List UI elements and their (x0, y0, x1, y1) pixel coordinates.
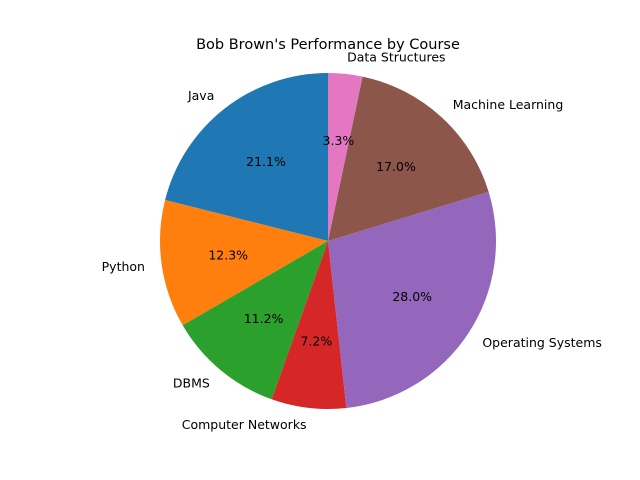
slice-label: Java (187, 88, 214, 103)
slice-label: DBMS (173, 376, 210, 391)
percent-label: 7.2% (300, 334, 332, 349)
percent-label: 17.0% (376, 159, 416, 174)
pie-slice (328, 191, 497, 408)
pie-slice (165, 73, 328, 241)
pie-slice (182, 241, 328, 400)
slice-label: Computer Networks (182, 417, 307, 432)
percent-label: 12.3% (208, 248, 248, 263)
slice-label: Machine Learning (453, 97, 564, 112)
chart-title: Bob Brown's Performance by Course (196, 37, 460, 53)
slice-label: Data Structures (347, 50, 445, 65)
percent-label: 28.0% (392, 289, 432, 304)
slice-labels: Java Python DBMS Computer Networks Operating… (102, 50, 602, 432)
slice-label: Python (102, 259, 145, 274)
pie-slice (159, 200, 328, 326)
pie-slice (328, 73, 363, 241)
percent-label: 21.1% (246, 154, 286, 169)
slice-label: Operating Systems (482, 335, 602, 350)
percent-labels: 21.1% 12.3% 11.2% 7.2% 28.0% 17.0% 3.3% (208, 133, 432, 348)
pie-slices (159, 73, 497, 409)
percent-label: 3.3% (323, 133, 355, 148)
pie-slice (328, 76, 489, 241)
pie-slice (271, 241, 347, 409)
percent-label: 11.2% (244, 311, 284, 326)
